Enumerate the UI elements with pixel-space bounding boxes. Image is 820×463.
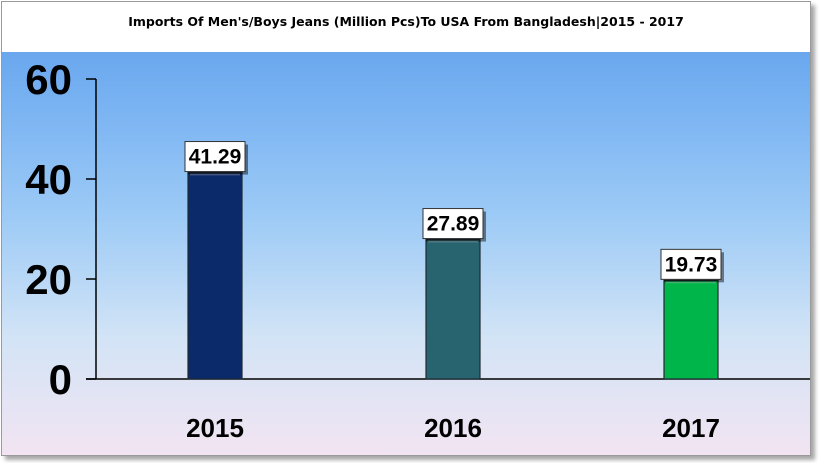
data-label: 19.73 (665, 253, 718, 276)
y-tick-label: 40 (25, 156, 72, 203)
data-label-box (660, 248, 722, 280)
chart-plot: 0 20 40 60 41.29 2015 27.89 2016 19.73 2017 (25, 56, 810, 443)
x-tick-label: 2015 (186, 413, 244, 443)
x-tick-label: 2016 (424, 413, 482, 443)
data-label: 41.29 (189, 146, 242, 169)
bar (187, 171, 243, 380)
data-label-box (184, 141, 246, 173)
y-tick-label: 0 (49, 356, 72, 403)
data-label: 27.89 (427, 213, 480, 236)
title-band (2, 2, 810, 52)
y-tick-label: 60 (25, 56, 72, 103)
data-label-box (422, 208, 484, 240)
chart-frame: Imports Of Men's/Boys Jeans (Million Pcs… (1, 1, 811, 456)
y-tick-label: 20 (25, 256, 72, 303)
chart-title: Imports Of Men's/Boys Jeans (Million Pcs… (128, 14, 684, 29)
bar (663, 279, 719, 380)
x-tick-label: 2017 (662, 413, 720, 443)
bar (425, 238, 481, 380)
